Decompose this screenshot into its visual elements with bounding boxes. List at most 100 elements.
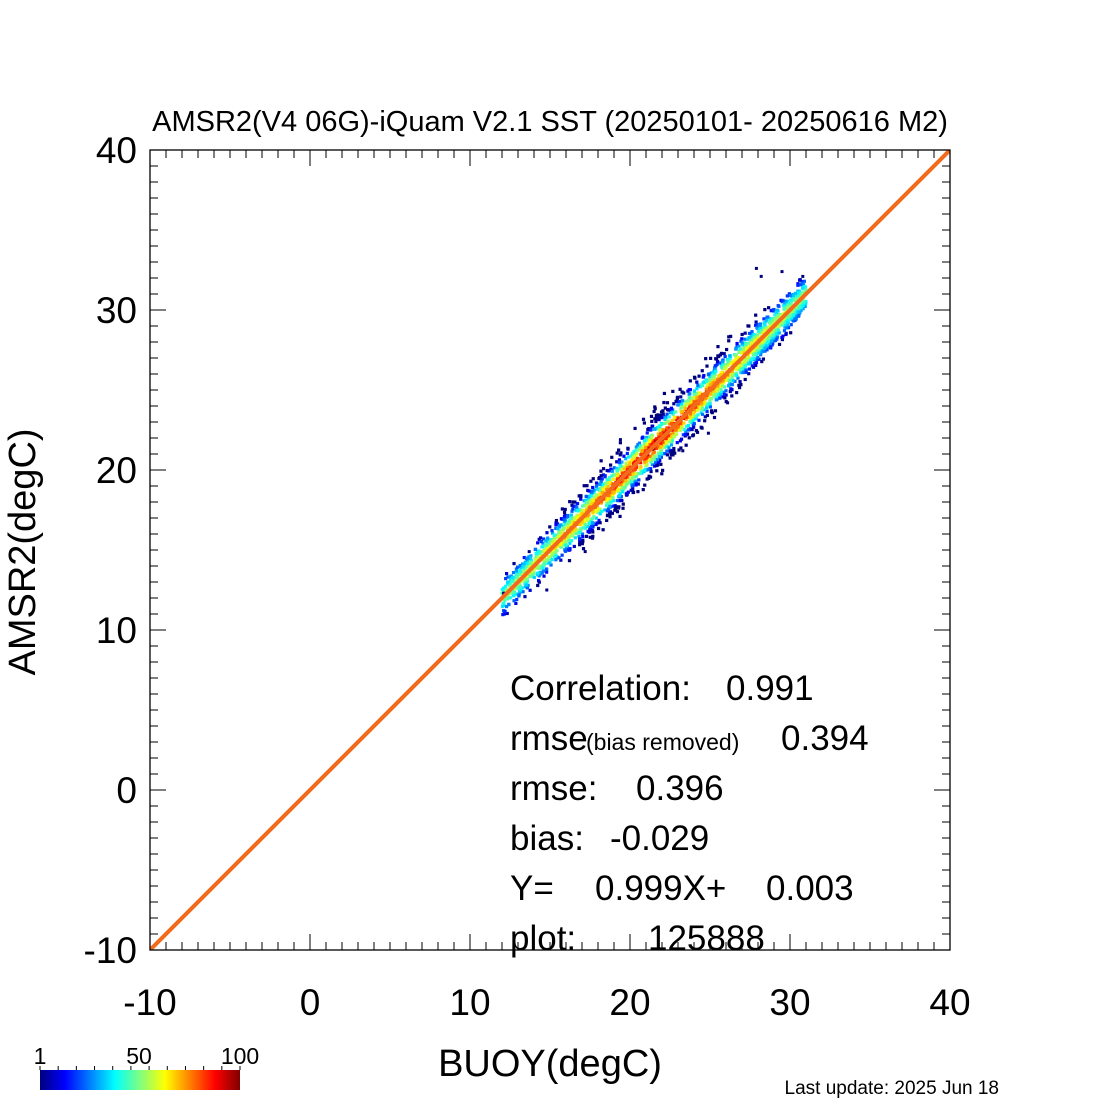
density-point	[625, 483, 629, 487]
density-point	[757, 351, 761, 355]
density-point	[771, 330, 775, 334]
density-point	[566, 526, 570, 531]
density-point	[756, 356, 760, 360]
density-point	[542, 574, 546, 578]
density-point	[734, 353, 738, 357]
density-point	[672, 446, 676, 451]
density-point	[719, 388, 723, 392]
density-point	[733, 379, 737, 383]
density-point	[800, 282, 804, 286]
density-point	[722, 390, 726, 394]
density-point	[677, 428, 681, 432]
density-point	[661, 440, 665, 444]
density-point	[798, 289, 802, 293]
density-point	[721, 378, 725, 382]
density-point	[761, 331, 765, 335]
density-point	[626, 490, 630, 494]
density-point	[567, 519, 571, 523]
density-point	[746, 362, 751, 366]
density-point	[762, 343, 767, 347]
density-point	[740, 361, 745, 365]
density-point	[505, 604, 509, 609]
density-point	[600, 477, 604, 481]
density-point	[663, 445, 667, 449]
outlier-point	[759, 274, 763, 278]
outlier-point	[754, 266, 758, 270]
density-point	[747, 324, 751, 328]
density-point	[542, 562, 546, 566]
density-point	[722, 392, 726, 397]
density-point	[612, 490, 616, 494]
density-point	[646, 467, 650, 471]
y-tick-label: 0	[116, 770, 137, 811]
density-point	[589, 502, 593, 506]
density-point	[711, 371, 716, 375]
density-point	[685, 402, 689, 406]
density-point	[619, 482, 623, 486]
density-point	[770, 323, 775, 327]
density-point	[592, 488, 596, 492]
density-point	[650, 424, 654, 428]
density-point	[612, 477, 616, 481]
density-point	[575, 528, 579, 532]
density-point	[590, 521, 595, 525]
density-point	[573, 500, 577, 504]
density-point	[747, 335, 751, 340]
density-point	[765, 348, 769, 352]
density-point	[694, 429, 699, 433]
density-point	[515, 597, 519, 602]
density-point	[614, 505, 618, 509]
density-point	[531, 562, 535, 566]
density-point	[796, 289, 800, 293]
density-point	[636, 443, 640, 447]
density-point	[587, 499, 592, 503]
density-point	[804, 288, 808, 292]
density-point	[623, 485, 627, 489]
density-point	[632, 468, 636, 472]
density-point	[535, 564, 540, 568]
density-point	[648, 444, 653, 449]
density-point	[645, 438, 649, 442]
density-point	[702, 408, 707, 412]
density-point	[671, 412, 675, 416]
density-point	[550, 529, 554, 533]
density-point	[688, 412, 693, 416]
density-point	[524, 583, 528, 587]
density-point	[766, 315, 770, 319]
density-point	[716, 393, 720, 397]
density-point	[570, 509, 574, 513]
density-point	[532, 568, 536, 572]
density-point	[634, 482, 638, 486]
density-point	[589, 499, 593, 503]
density-point	[549, 537, 553, 542]
density-point	[611, 482, 615, 486]
density-point	[615, 466, 619, 471]
density-point	[758, 345, 763, 349]
density-point	[632, 454, 636, 458]
density-point	[794, 312, 798, 316]
density-point	[657, 425, 661, 429]
density-point	[726, 377, 730, 381]
density-point	[566, 513, 570, 518]
density-point	[721, 360, 725, 364]
density-point	[618, 498, 622, 503]
density-point	[536, 541, 540, 545]
density-point	[611, 499, 616, 503]
density-point	[516, 586, 520, 590]
density-point	[685, 408, 689, 412]
density-point	[786, 306, 790, 310]
density-point	[666, 438, 670, 442]
density-point	[668, 448, 673, 453]
density-point	[538, 564, 542, 568]
density-point	[709, 356, 713, 360]
density-point	[559, 517, 564, 521]
density-point	[644, 445, 648, 450]
density-point	[573, 527, 577, 531]
density-point	[754, 351, 758, 356]
density-point	[768, 333, 772, 337]
density-point	[599, 474, 603, 478]
density-point	[658, 432, 662, 436]
density-point	[508, 582, 512, 586]
density-point	[658, 415, 662, 420]
density-point	[773, 313, 777, 317]
